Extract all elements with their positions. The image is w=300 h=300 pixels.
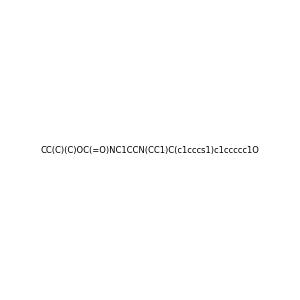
- Text: CC(C)(C)OC(=O)NC1CCN(CC1)C(c1cccs1)c1ccccc1O: CC(C)(C)OC(=O)NC1CCN(CC1)C(c1cccs1)c1ccc…: [40, 146, 260, 154]
